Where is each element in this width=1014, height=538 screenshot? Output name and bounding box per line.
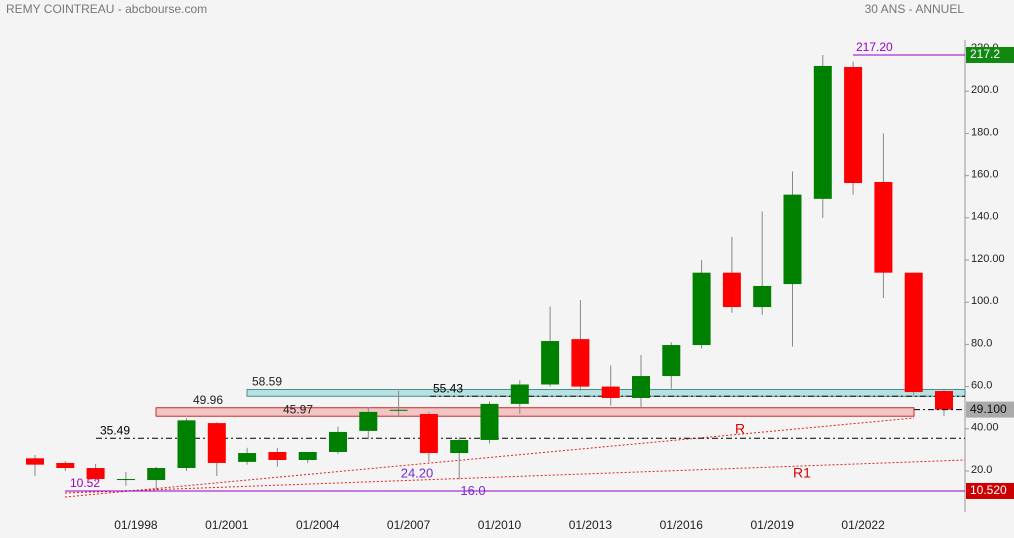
y-tick-label: 40.00	[971, 422, 999, 434]
y-tick-label: 20.0	[971, 464, 992, 476]
x-tick-label: 01/1998	[114, 518, 158, 532]
candle-body	[541, 341, 560, 385]
price-badge	[966, 401, 1014, 418]
price-badge	[966, 482, 1014, 499]
annotation: 16.0	[460, 483, 485, 498]
candle-body	[298, 451, 317, 461]
candle-body	[147, 468, 166, 481]
candle-body	[86, 468, 105, 479]
candle-body	[177, 420, 196, 469]
y-tick-label: 80.0	[971, 337, 992, 349]
y-tick-label: 60.0	[971, 379, 992, 391]
y-tick-label: 120.00	[971, 253, 1005, 265]
x-tick-label: 01/2013	[569, 518, 613, 532]
candle-body	[419, 414, 438, 454]
candle-body	[207, 423, 226, 463]
candle-body	[783, 194, 802, 285]
price-badge	[966, 46, 1014, 63]
x-tick-label: 01/2022	[841, 518, 885, 532]
candle-body	[722, 272, 741, 308]
y-tick-label: 200.0	[971, 84, 999, 96]
candle-body	[935, 391, 953, 410]
level-label: 10.52	[70, 476, 100, 490]
y-tick-label: 140.0	[971, 211, 999, 223]
y-tick-label: 160.0	[971, 169, 999, 181]
level-label: 35.49	[100, 423, 130, 437]
candle-body	[268, 451, 287, 461]
candle-body	[510, 384, 529, 404]
price-badge-label: 49.100	[970, 402, 1007, 416]
zone-label: 45.97	[283, 402, 313, 416]
candle-body	[450, 439, 469, 454]
candle-body	[904, 272, 923, 393]
x-tick-label: 01/2007	[387, 518, 431, 532]
chart-subtitle: 30 ANS - ANNUEL	[865, 2, 965, 16]
x-tick-label: 01/2010	[478, 518, 522, 532]
level-label: 217.20	[856, 40, 893, 54]
y-tick-label: 100.0	[971, 295, 999, 307]
x-tick-label: 01/2016	[660, 518, 704, 532]
trendline-label: R1	[793, 465, 811, 481]
candle-body	[238, 453, 257, 462]
zone	[155, 407, 915, 417]
x-tick-label: 01/2001	[205, 518, 249, 532]
candle-body	[56, 462, 75, 469]
level-label: 55.43	[433, 381, 463, 395]
candle-body	[813, 65, 832, 199]
price-badge-label: 217.2	[970, 47, 1000, 61]
candle-body	[480, 403, 499, 440]
candle-body	[662, 345, 681, 377]
x-tick-label: 01/2019	[751, 518, 795, 532]
zone-label: 49.96	[193, 393, 223, 407]
candle-body	[116, 478, 135, 481]
zone-label: 58.59	[252, 375, 282, 389]
candle-body	[632, 376, 650, 398]
candle-body	[389, 409, 408, 411]
candle-body	[571, 339, 590, 387]
candle-body	[359, 411, 378, 431]
annotation: 24.20	[401, 466, 434, 481]
candle-body	[329, 431, 347, 452]
candle-body	[692, 272, 711, 346]
candle-body	[844, 67, 863, 184]
chart-title: REMY COINTREAU - abcbourse.com	[6, 2, 207, 16]
x-tick-label: 01/2004	[296, 518, 340, 532]
price-badge-label: 10.520	[970, 483, 1007, 497]
candle-body	[601, 386, 620, 398]
candle-body	[753, 285, 772, 308]
y-tick-label: 180.0	[971, 126, 999, 138]
candle-body	[874, 181, 893, 273]
candle-body	[26, 458, 44, 465]
trendline-label: R	[735, 421, 745, 437]
